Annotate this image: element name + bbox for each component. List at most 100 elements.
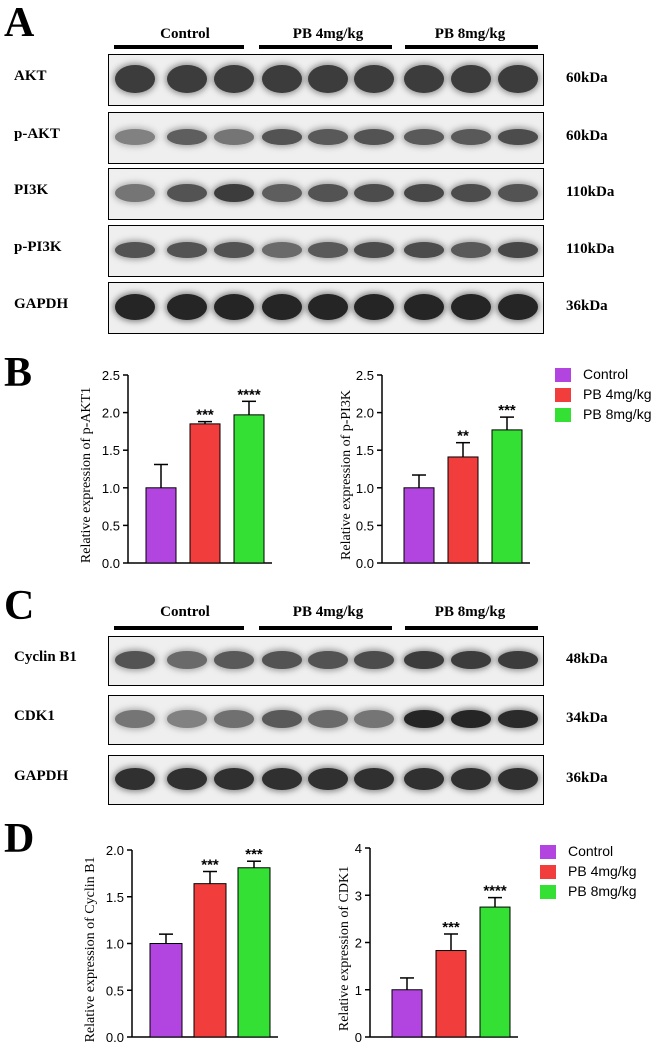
y-tick-label: 1.5 [106,890,124,905]
blot-band [214,183,254,203]
bar-1 [193,883,227,1038]
legend-swatch-pb4-d [540,865,556,879]
blot-band [498,129,538,145]
y-tick-label: 0.0 [356,556,374,571]
blot-band [451,767,491,791]
blot-band [498,767,538,791]
blot-band [498,242,538,258]
blot-band [115,710,155,728]
blot-band [498,64,538,94]
legend-label-pb4-d: PB 4mg/kg [568,863,637,879]
bar-2 [491,429,523,564]
blot-band [498,294,538,320]
blot-kda-a-0: 60kDa [566,70,608,86]
group-line-pb4-c [259,626,392,630]
blot-band [115,183,155,203]
y-axis-label: Relative expression of p-AKT1 [79,387,94,563]
bar-1 [447,456,479,564]
bar-2 [479,906,511,1038]
group-line-pb8 [405,45,538,49]
blot-label-c-0: Cyclin B1 [14,649,77,665]
blot-band [354,710,394,728]
blot-band [115,129,155,145]
blot-band [308,294,348,320]
blot-band [115,64,155,94]
blot-band [115,651,155,669]
blot-band [451,710,491,728]
bar-0 [145,487,177,564]
bar-0 [403,487,435,564]
y-tick-label: 2.0 [102,406,120,421]
bar-1 [189,423,221,564]
blot-kda-c-2: 36kDa [566,770,608,786]
panel-letter-b: B [4,350,33,396]
y-axis-label: Relative expression of p-PI3K [339,390,354,560]
blot-band [404,183,444,203]
blot-band [308,710,348,728]
bar-2 [237,867,271,1038]
blot-band [167,767,207,791]
legend-label-pb4: PB 4mg/kg [583,386,652,402]
y-tick-label: 0.5 [106,983,124,998]
significance-label: **** [483,883,507,900]
blot-kda-a-3: 110kDa [566,241,615,257]
significance-label: *** [442,919,460,936]
blot-strip-a-3 [108,225,544,277]
blot-strip-a-2 [108,168,544,220]
blot-band [214,710,254,728]
group-line-control-c [114,626,244,630]
blot-band [262,64,302,94]
y-tick-label: 1.0 [356,481,374,496]
blot-band [262,129,302,145]
blot-band [214,64,254,94]
blot-band [404,64,444,94]
blot-label-a-1: p-AKT [14,126,60,142]
y-tick-label: 0.5 [102,518,120,533]
significance-label: ** [457,428,469,445]
blot-label-a-2: PI3K [14,182,49,198]
blot-band [404,129,444,145]
chart-p-akt1: 0.0 0.5 1.0 1.5 2.0 2.5 Relative expression of… [79,368,272,571]
blot-band [404,710,444,728]
blot-band [167,710,207,728]
y-tick-label: 3 [355,888,362,903]
chart-cyclin-b1: 0.0 0.5 1.0 1.5 2.0 Relative expression of Cy… [83,843,278,1045]
blot-kda-a-2: 110kDa [566,184,615,200]
blot-band [404,767,444,791]
y-axis-label: Relative expression of Cyclin B1 [83,857,98,1043]
blot-label-a-4: GAPDH [14,296,69,312]
legend-swatch-control [555,368,571,382]
legend-swatch-pb4 [555,388,571,402]
bar-0 [149,943,183,1038]
y-tick-label: 2.5 [102,368,120,383]
blot-band [214,651,254,669]
blot-band [167,129,207,145]
significance-label: *** [498,402,516,419]
blot-band [308,767,348,791]
blot-band [214,767,254,791]
blot-kda-c-0: 48kDa [566,651,608,667]
blot-band [262,242,302,258]
y-tick-label: 2.0 [356,406,374,421]
blot-band [354,242,394,258]
blot-band [354,64,394,94]
blot-band [354,183,394,203]
y-tick-label: 0.0 [106,1030,124,1045]
y-tick-label: 2.0 [106,843,124,858]
blot-band [115,767,155,791]
blot-band [262,294,302,320]
y-tick-label: 1.0 [102,481,120,496]
y-tick-label: 0.5 [356,518,374,533]
blot-band [262,651,302,669]
blot-band [214,294,254,320]
blot-band [354,767,394,791]
blot-band [167,183,207,203]
blot-band [115,294,155,320]
blot-band [404,294,444,320]
blot-band [262,183,302,203]
blot-band [498,183,538,203]
blot-strip-c-0 [108,636,544,686]
y-tick-label: 1.0 [106,937,124,952]
blot-band [498,651,538,669]
